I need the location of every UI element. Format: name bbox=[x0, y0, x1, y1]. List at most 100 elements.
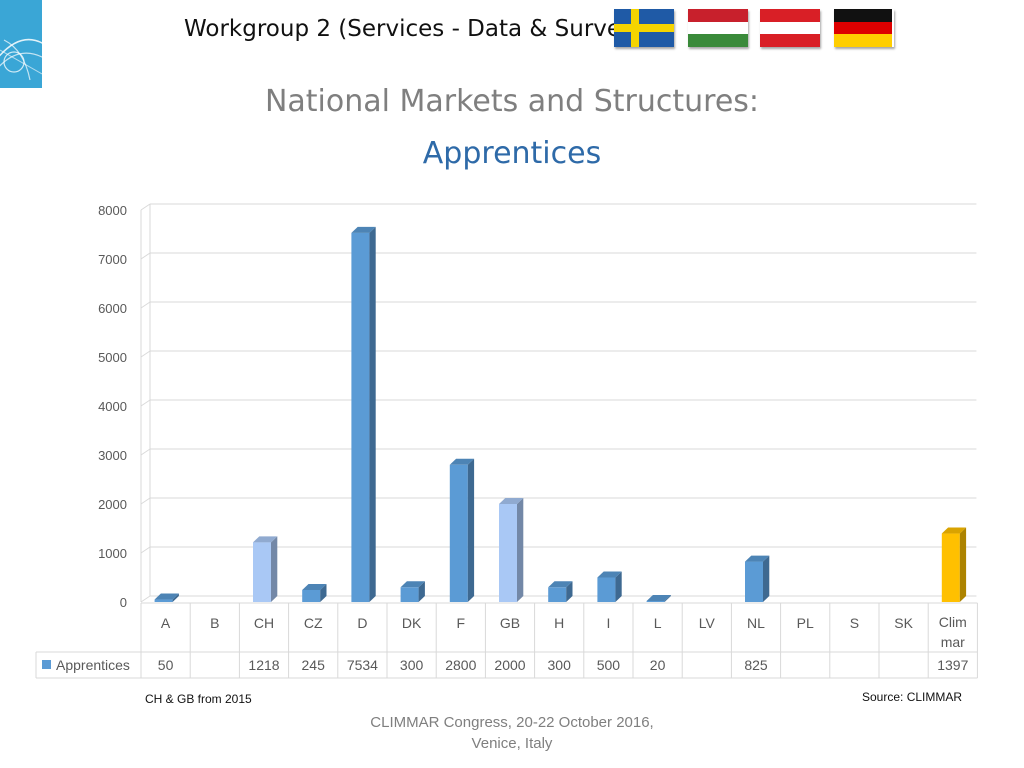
bar bbox=[302, 589, 321, 602]
bar-side bbox=[271, 536, 278, 602]
gridline-side bbox=[140, 497, 151, 505]
bar bbox=[499, 504, 517, 602]
y-tick-label: 2000 bbox=[98, 497, 127, 512]
x-category-label: GB bbox=[500, 615, 520, 631]
bar-top bbox=[646, 595, 671, 601]
bar bbox=[597, 577, 616, 602]
bar-side bbox=[369, 226, 376, 603]
x-category-label: I bbox=[606, 615, 610, 631]
bar-top bbox=[302, 583, 327, 590]
slide-title: National Markets and Structures: bbox=[264, 84, 760, 119]
y-tick-label: 4000 bbox=[98, 399, 127, 414]
gridline-side bbox=[140, 399, 151, 407]
x-category-label: A bbox=[161, 615, 171, 631]
x-category-label: S bbox=[850, 615, 859, 631]
table-value: 500 bbox=[597, 657, 621, 673]
gridline-side bbox=[140, 448, 151, 456]
y-tick-label: 7000 bbox=[98, 252, 127, 267]
table-value: 245 bbox=[302, 657, 326, 673]
source-note: Source: CLIMMAR bbox=[862, 690, 963, 704]
x-category-label: PL bbox=[797, 615, 814, 631]
y-tick-label: 6000 bbox=[98, 301, 127, 316]
bar bbox=[351, 232, 370, 603]
note-left: CH & GB from 2015 bbox=[145, 692, 252, 706]
legend-swatch bbox=[42, 660, 51, 669]
bar-side bbox=[320, 583, 327, 602]
bar bbox=[941, 533, 960, 602]
gridline-side bbox=[140, 595, 151, 603]
table-value: 20 bbox=[650, 657, 666, 673]
bar-side bbox=[664, 595, 671, 602]
x-category-label: H bbox=[554, 615, 564, 631]
footer-line-1: CLIMMAR Congress, 20-22 October 2016, bbox=[370, 714, 654, 731]
table-value: 50 bbox=[158, 657, 174, 673]
x-category-label: NL bbox=[747, 615, 765, 631]
x-category-label: L bbox=[654, 615, 662, 631]
x-category-label: F bbox=[457, 615, 466, 631]
bar-top bbox=[499, 498, 524, 504]
x-category-label: B bbox=[210, 615, 219, 631]
bar-side bbox=[615, 571, 622, 602]
table-value: 2800 bbox=[445, 657, 476, 673]
table-value: 300 bbox=[400, 657, 424, 673]
y-tick-label: 1000 bbox=[98, 546, 127, 561]
bar-side bbox=[763, 555, 770, 602]
bar-side bbox=[467, 458, 475, 602]
bar bbox=[154, 599, 173, 602]
climmar-logo bbox=[0, 0, 42, 88]
table-value: 1397 bbox=[937, 657, 968, 673]
footer-line-2: Venice, Italy bbox=[471, 735, 553, 752]
bar-top bbox=[400, 581, 425, 588]
gridline-side bbox=[140, 252, 151, 260]
bar-top bbox=[597, 571, 622, 578]
footer: CLIMMAR Congress, 20-22 October 2016, Ve… bbox=[362, 712, 662, 754]
y-tick-label: 8000 bbox=[98, 203, 127, 218]
x-category-label: DK bbox=[402, 615, 422, 631]
bar-side bbox=[172, 593, 179, 602]
bar bbox=[400, 587, 419, 602]
header-title: Workgroup 2 (Services - Data & Surveys) bbox=[184, 16, 656, 42]
gridline-side bbox=[140, 350, 151, 358]
hungary-flag bbox=[688, 9, 748, 47]
y-tick-label: 0 bbox=[120, 595, 127, 610]
x-category-label: SK bbox=[894, 615, 913, 631]
legend-label: Apprentices bbox=[56, 657, 130, 673]
bar bbox=[646, 601, 665, 602]
table-value: 825 bbox=[744, 657, 768, 673]
bar-top bbox=[449, 458, 475, 465]
bar-side bbox=[959, 527, 967, 602]
bar-top bbox=[745, 555, 770, 562]
sweden-flag bbox=[614, 9, 674, 47]
x-category-label: mar bbox=[941, 634, 965, 650]
bar bbox=[449, 464, 468, 602]
table-value: 1218 bbox=[248, 657, 279, 673]
x-category-label: CH bbox=[254, 615, 274, 631]
bar-top bbox=[351, 226, 376, 233]
x-category-label: LV bbox=[699, 615, 716, 631]
bar-side bbox=[566, 581, 573, 602]
bar bbox=[253, 542, 271, 602]
bar-side bbox=[517, 498, 524, 602]
table-value: 300 bbox=[548, 657, 572, 673]
x-category-label: D bbox=[357, 615, 367, 631]
bar-top bbox=[548, 581, 573, 588]
bar-side bbox=[418, 581, 425, 602]
x-category-label: Clim bbox=[939, 614, 967, 630]
chart-title: Apprentices bbox=[422, 136, 602, 171]
y-tick-label: 5000 bbox=[98, 350, 127, 365]
gridline-side bbox=[140, 203, 151, 211]
gridline-side bbox=[140, 546, 151, 554]
table-value: 7534 bbox=[347, 657, 378, 673]
bar bbox=[745, 561, 763, 602]
bar-top bbox=[941, 527, 967, 534]
bar-top bbox=[253, 536, 278, 543]
bar-top bbox=[154, 593, 179, 600]
germany-flag bbox=[834, 9, 894, 47]
y-tick-label: 3000 bbox=[98, 448, 127, 463]
bar bbox=[548, 587, 567, 602]
x-category-label: CZ bbox=[304, 615, 323, 631]
gridline-side bbox=[140, 301, 151, 309]
table-value: 2000 bbox=[494, 657, 525, 673]
austria-flag bbox=[760, 9, 820, 47]
